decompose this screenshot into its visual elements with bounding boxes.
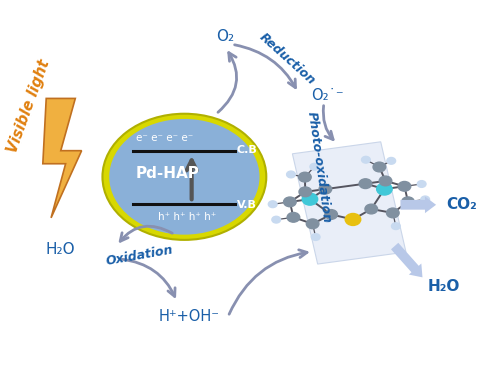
Circle shape [325,210,337,219]
Text: H₂O: H₂O [46,242,75,257]
Text: h⁺ h⁺ h⁺ h⁺: h⁺ h⁺ h⁺ h⁺ [158,212,216,222]
Text: C.B: C.B [237,145,257,155]
FancyArrowPatch shape [391,243,423,277]
Polygon shape [293,142,406,264]
Text: V.B: V.B [237,200,256,210]
Circle shape [379,176,392,186]
Text: Oxidation: Oxidation [105,244,175,268]
Circle shape [386,208,399,218]
Circle shape [365,204,377,214]
Text: Pd-HAP: Pd-HAP [135,165,199,180]
Circle shape [311,233,320,240]
Text: CO₂: CO₂ [446,197,477,212]
Circle shape [103,114,266,240]
Circle shape [402,197,414,207]
Circle shape [302,193,317,205]
Circle shape [362,156,370,163]
Circle shape [109,119,259,235]
Circle shape [310,164,318,170]
Circle shape [417,180,426,187]
Text: e⁻ e⁻ e⁻ e⁻: e⁻ e⁻ e⁻ e⁻ [136,133,193,143]
Circle shape [268,201,277,208]
Text: O₂˙⁻: O₂˙⁻ [311,88,344,103]
Text: H₂O: H₂O [428,279,460,294]
Circle shape [345,214,361,226]
Circle shape [373,162,386,172]
Circle shape [398,182,411,191]
Text: Photo-oxidation: Photo-oxidation [305,111,333,224]
Circle shape [287,212,300,222]
Text: H⁺+OH⁻: H⁺+OH⁻ [159,309,220,324]
Circle shape [319,184,332,194]
Circle shape [272,216,281,223]
Text: Reduction: Reduction [256,31,317,88]
Text: O₂: O₂ [217,29,235,44]
Circle shape [387,158,396,164]
Circle shape [421,196,430,203]
Circle shape [359,179,372,188]
Polygon shape [43,99,82,218]
Circle shape [299,187,311,197]
Circle shape [284,197,296,207]
Circle shape [391,223,400,229]
FancyArrowPatch shape [400,197,436,213]
Text: Visible light: Visible light [5,57,53,155]
Circle shape [287,171,295,178]
Circle shape [299,172,311,182]
Circle shape [307,219,319,229]
Circle shape [376,183,392,195]
